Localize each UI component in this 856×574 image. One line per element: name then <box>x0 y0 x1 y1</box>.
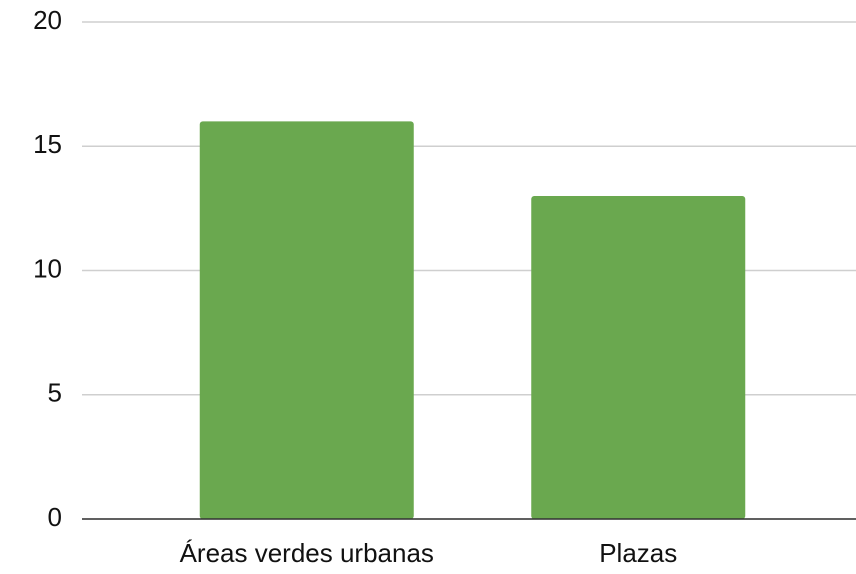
y-tick-label: 10 <box>33 253 62 283</box>
x-tick-label: Plazas <box>599 538 677 568</box>
y-tick-label: 5 <box>48 378 62 408</box>
bar <box>199 121 414 520</box>
x-tick-label: Áreas verdes urbanas <box>180 538 434 568</box>
y-tick-label: 20 <box>33 5 62 35</box>
y-tick-label: 0 <box>48 502 62 532</box>
y-tick-label: 15 <box>33 129 62 159</box>
bar <box>531 195 746 519</box>
